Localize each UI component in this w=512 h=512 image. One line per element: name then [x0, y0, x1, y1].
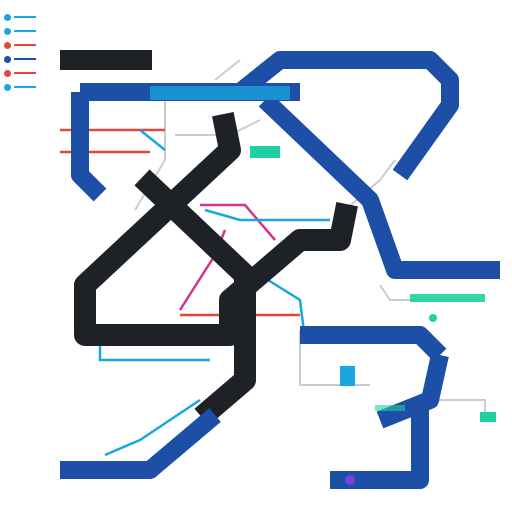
legend-entry — [4, 52, 64, 66]
cyan-block — [340, 366, 355, 386]
grey-connector — [344, 159, 396, 211]
legend-dash — [14, 30, 36, 32]
legend-column — [4, 10, 64, 94]
blue-line — [71, 92, 107, 202]
legend-dash — [14, 44, 36, 46]
dark-line — [74, 112, 358, 346]
dark-tab — [60, 50, 152, 70]
legend-entry — [4, 10, 64, 24]
teal-stub — [480, 412, 496, 422]
legend-dash — [14, 86, 36, 88]
blue-line — [330, 405, 429, 489]
legend-dot — [4, 55, 11, 63]
legend-dot — [4, 13, 11, 21]
cyan-line — [139, 129, 166, 151]
legend-dot — [4, 69, 11, 77]
legend-dash — [14, 58, 36, 60]
blue-line — [258, 93, 500, 279]
cyan-line — [104, 398, 201, 457]
grey-connector — [420, 399, 486, 415]
legend-entry — [4, 24, 64, 38]
violet-dot — [345, 475, 355, 485]
legend-entry — [4, 80, 64, 94]
cyan-line — [98, 340, 210, 362]
magenta-line — [200, 203, 276, 241]
legend-dot — [4, 41, 11, 49]
cyan-line — [204, 208, 330, 222]
legend-dot — [4, 27, 11, 35]
legend-dash — [14, 72, 36, 74]
teal-tick — [375, 405, 405, 411]
legend-dot — [4, 83, 11, 91]
blue-line — [60, 408, 221, 479]
legend-entry — [4, 38, 64, 52]
legend-dash — [14, 16, 36, 18]
legend-entry — [4, 66, 64, 80]
teal-dot — [429, 314, 437, 322]
blue-line — [300, 326, 447, 362]
blue-line — [376, 353, 449, 429]
teal-strip — [410, 294, 485, 302]
grey-connector — [214, 59, 241, 81]
cyan-line — [259, 273, 307, 341]
blue-line — [234, 51, 459, 181]
cyan-header-strip — [150, 86, 290, 100]
teal-block — [250, 146, 280, 158]
dark-line — [134, 169, 256, 426]
